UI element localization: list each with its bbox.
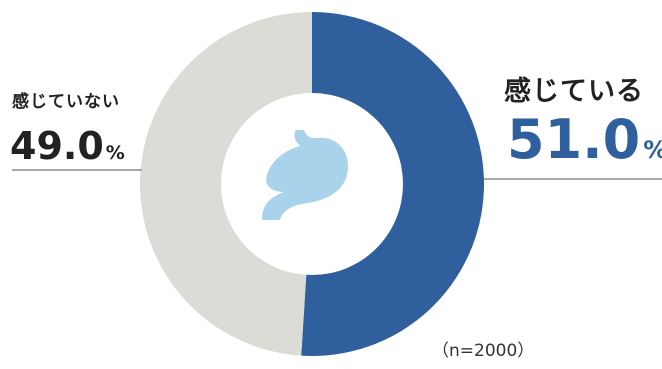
- slice-value-no-number: 49.0: [10, 124, 104, 168]
- stomach-icon: [262, 130, 348, 220]
- slice-label-no: 感じていない: [12, 92, 120, 112]
- slice-label-yes: 感じている: [504, 76, 644, 107]
- slice-value-no: 49.0%: [10, 127, 125, 165]
- slice-value-yes-unit: %: [643, 136, 662, 164]
- slice-value-yes: 51.0%: [507, 113, 662, 167]
- slice-value-no-unit: %: [105, 142, 125, 164]
- slice-value-yes-number: 51.0: [507, 108, 641, 171]
- sample-size-note: （n=2000）: [432, 341, 535, 361]
